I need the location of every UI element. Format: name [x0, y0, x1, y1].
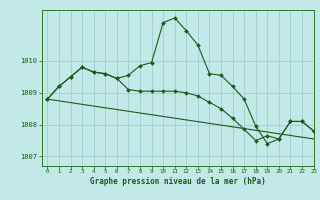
X-axis label: Graphe pression niveau de la mer (hPa): Graphe pression niveau de la mer (hPa): [90, 177, 266, 186]
